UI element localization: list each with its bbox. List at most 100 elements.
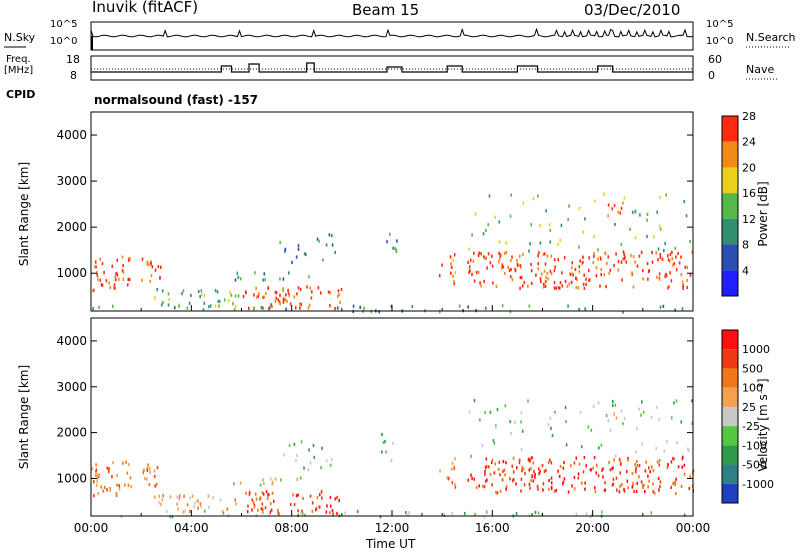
power-cell [449, 255, 452, 259]
power-cell [519, 264, 522, 268]
velocity-cell [542, 488, 544, 492]
velocity-cell [482, 484, 484, 488]
power-cell [396, 239, 398, 243]
power-cell [667, 286, 669, 290]
velocity-cell [545, 468, 547, 472]
power-cell [498, 220, 501, 224]
velocity-cell [329, 495, 332, 499]
velocity-cell [260, 507, 263, 511]
velocity-cell [478, 484, 480, 488]
velocity-cell [484, 465, 487, 470]
velocity-cell [638, 464, 641, 468]
velocity-cell [473, 477, 476, 481]
power-cell [329, 291, 331, 295]
noise-ytick-top-right: 10^5 [706, 19, 734, 30]
power-cell [527, 284, 529, 288]
velocity-cell [274, 477, 277, 481]
velocity-cell [542, 482, 545, 486]
velocity-colorbar-swatch [722, 464, 738, 484]
velocity-cell [537, 467, 540, 471]
velocity-cell [109, 488, 112, 492]
velocity-cell [539, 469, 541, 474]
velocity-cell [511, 479, 514, 483]
velocity-cell [270, 508, 273, 512]
power-cell [286, 299, 288, 303]
velocity-cell [329, 504, 332, 508]
mode-text: normalsound (fast) -157 [94, 93, 259, 107]
power-cell [146, 262, 148, 266]
velocity-cell [300, 440, 303, 444]
velocity-colorbar-frame [721, 329, 739, 504]
power-colorbar-tick: 28 [742, 110, 756, 123]
velocity-cell [635, 489, 638, 494]
velocity-cell [492, 439, 495, 443]
power-cell [571, 272, 573, 276]
power-cell [255, 286, 257, 290]
power-cell [555, 286, 557, 290]
velocity-cell [595, 471, 598, 475]
velocity-cell [570, 464, 572, 468]
velocity-cell [162, 494, 164, 498]
velocity-cell [577, 472, 580, 476]
velocity-cell [125, 460, 127, 464]
freq-label-1: Freq. [6, 54, 31, 65]
velocity-cell [269, 502, 272, 506]
power-cell [234, 305, 237, 309]
velocity-cell [659, 485, 661, 489]
velocity-cell [331, 509, 334, 513]
velocity-cell [541, 464, 544, 468]
velocity-cell [683, 463, 686, 467]
power-cell [297, 247, 300, 251]
power-cell [320, 291, 322, 295]
velocity-cell [598, 446, 600, 450]
xaxis-tick-label: 00:00 [676, 521, 711, 535]
velocity-cell [530, 467, 532, 471]
velocity-colorbar-swatch [722, 426, 738, 446]
xaxis-label: Time UT [366, 537, 416, 551]
velocity-cell [627, 458, 630, 462]
power-cell [296, 292, 298, 296]
velocity-cell [331, 457, 333, 462]
velocity-cell [623, 487, 625, 491]
power-cell [548, 223, 551, 227]
power-cell [550, 254, 553, 258]
power-cell [96, 273, 99, 277]
velocity-cell [191, 494, 194, 498]
power-colorbar-swatch [722, 141, 738, 168]
velocity-cell [523, 483, 526, 487]
power-cell [492, 281, 494, 285]
velocity-cell [212, 496, 214, 500]
power-cell [656, 275, 658, 279]
velocity-cell [106, 488, 108, 492]
velocity-cell [631, 485, 634, 489]
velocity-cell [612, 482, 614, 486]
power-cell [668, 284, 670, 288]
velocity-cell [650, 415, 653, 419]
power-cell [608, 271, 610, 275]
velocity-cell [95, 463, 97, 467]
power-cell [634, 209, 637, 213]
power-cell [578, 206, 581, 210]
power-cell [677, 251, 679, 255]
power-cell [150, 262, 152, 266]
velocity-cell [618, 457, 621, 461]
velocity-cell [529, 486, 531, 490]
velocity-cell [621, 483, 623, 487]
velocity-cell [116, 474, 118, 478]
power-cell [450, 262, 452, 266]
power-cell [646, 262, 649, 266]
power-cell [454, 271, 456, 275]
power-cell [509, 214, 512, 218]
velocity-cell [178, 497, 180, 501]
power-cell [98, 305, 100, 309]
velocity-cell [207, 494, 210, 498]
power-cell [485, 228, 487, 233]
velocity-cell [672, 456, 674, 461]
power-cell [511, 278, 514, 282]
power-cell [108, 281, 110, 285]
power-cell [678, 261, 681, 265]
power-cell [203, 301, 206, 305]
velocity-cell [263, 481, 265, 485]
velocity-cell [296, 477, 299, 481]
power-cell [316, 237, 319, 241]
